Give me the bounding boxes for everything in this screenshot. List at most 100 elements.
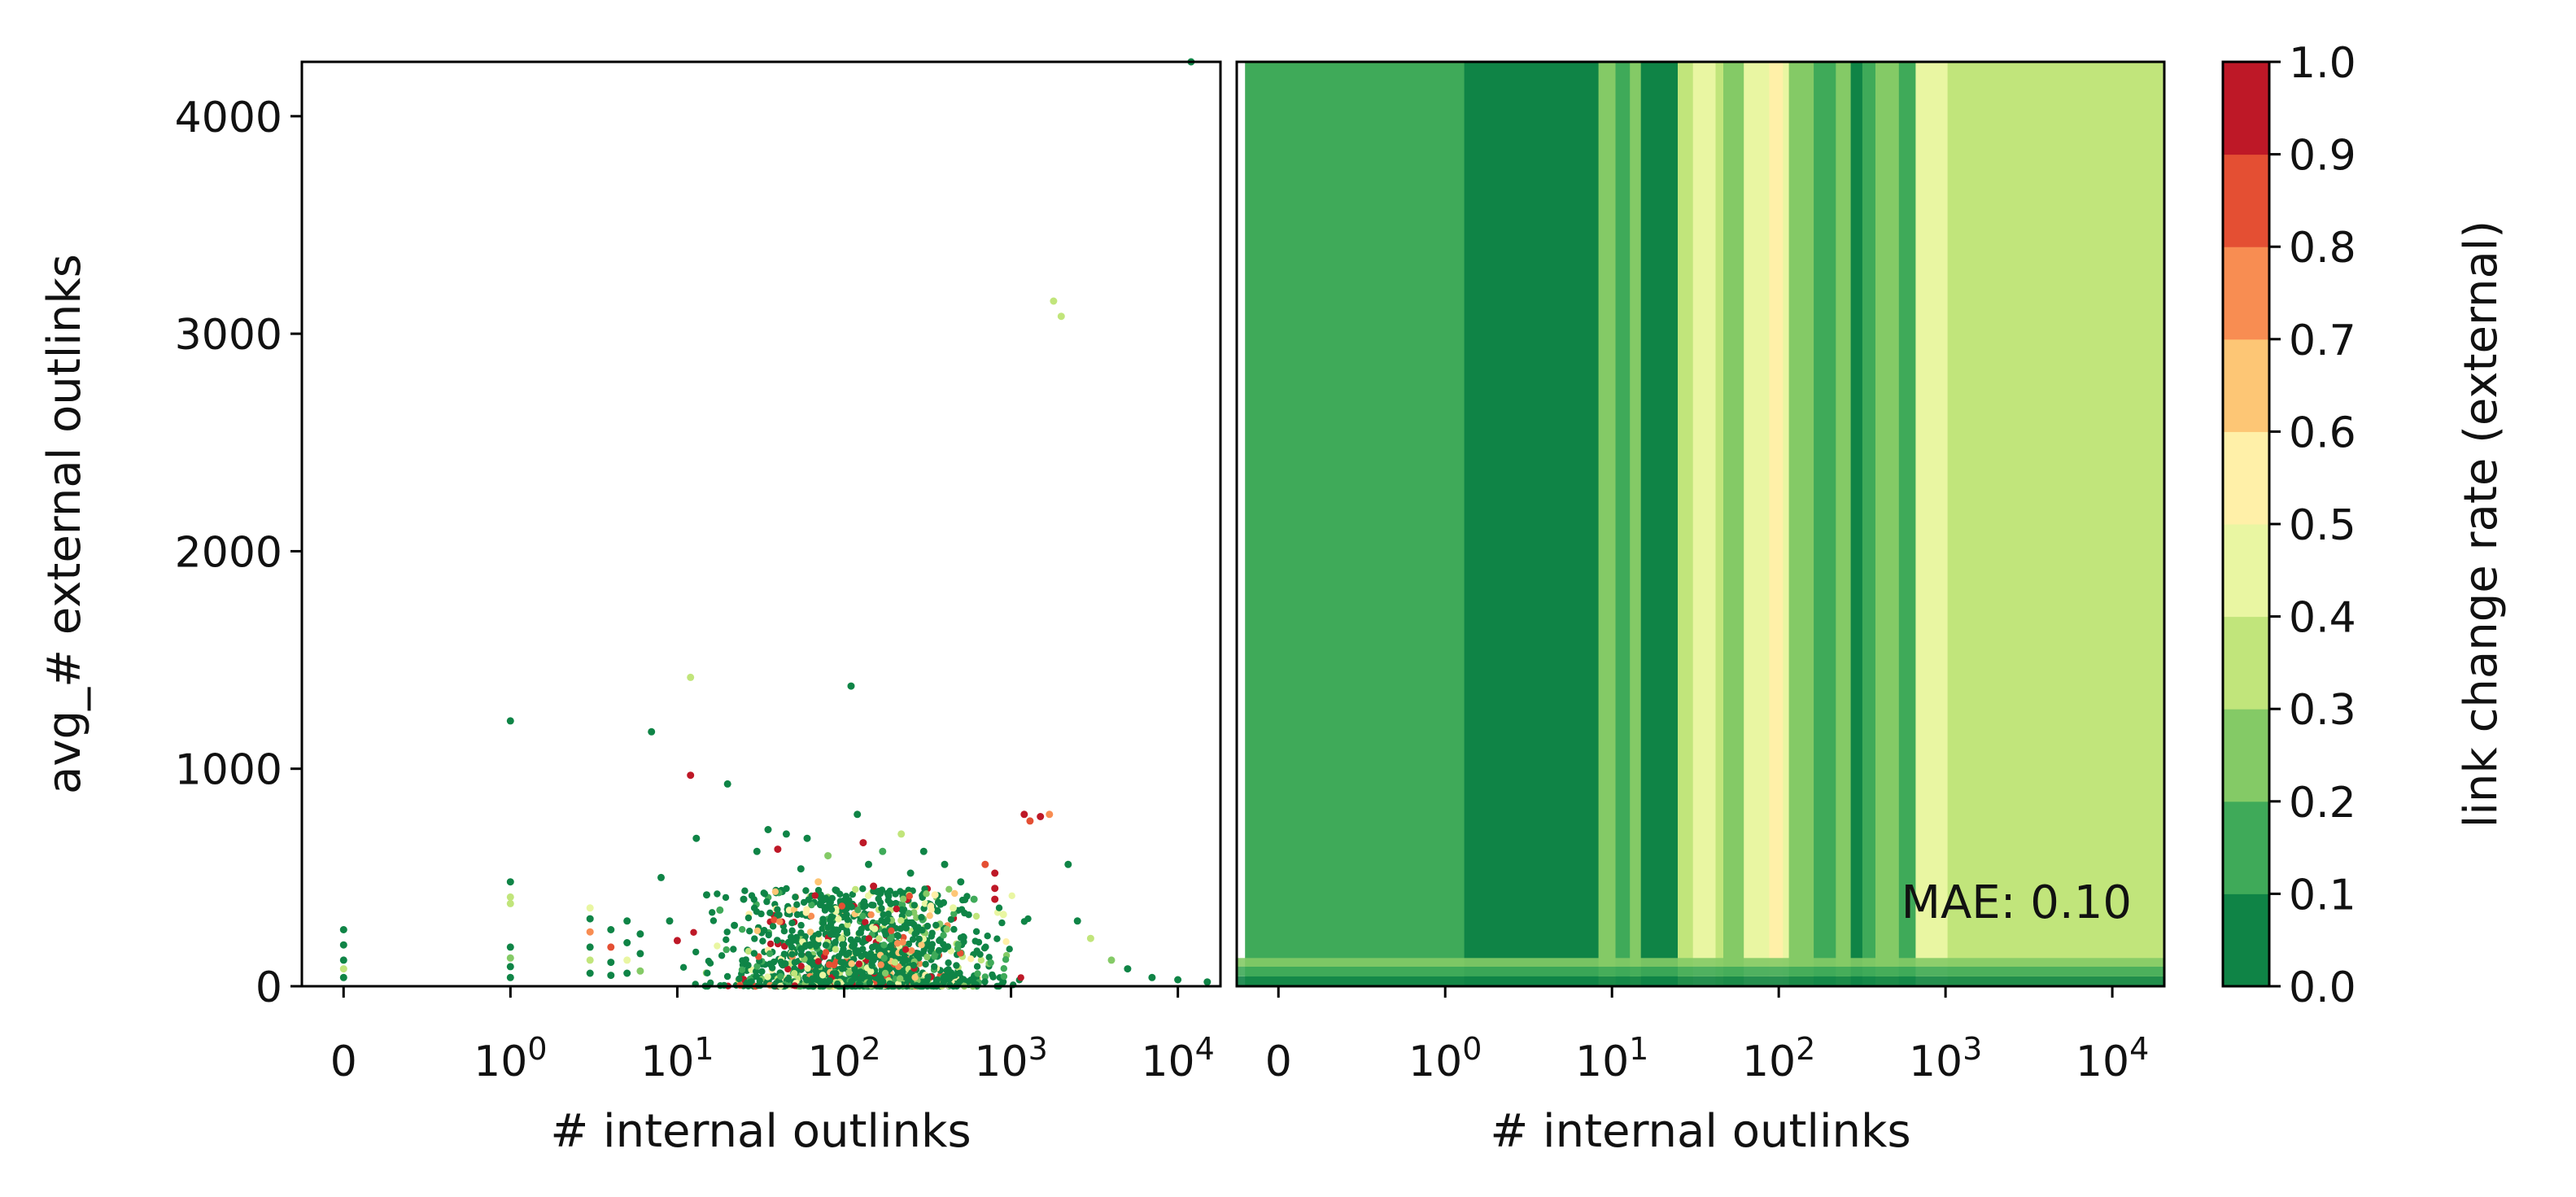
scatter-point xyxy=(771,888,779,896)
scatter-point xyxy=(723,946,730,954)
scatter-point xyxy=(759,937,766,945)
scatter-point xyxy=(814,930,823,938)
scatter-point xyxy=(862,950,869,959)
scatter-point xyxy=(753,927,762,935)
scatter-point xyxy=(940,899,947,906)
scatter-point xyxy=(730,946,737,953)
scatter-point xyxy=(828,913,836,920)
colorbar-segment xyxy=(2223,154,2269,247)
heatmap-bottom-strip xyxy=(1237,958,2164,986)
scatter-point xyxy=(880,978,887,985)
scatter-point xyxy=(987,959,994,967)
scatter-point xyxy=(764,826,772,833)
scatter-point xyxy=(714,890,721,898)
x-tick-label: 100 xyxy=(1408,1031,1482,1086)
colorbar-segment xyxy=(2223,431,2269,525)
y-tick-label: 2000 xyxy=(175,528,282,577)
scatter-point xyxy=(782,960,789,968)
scatter-point xyxy=(777,972,784,981)
scatter-point xyxy=(723,972,731,981)
scatter-point xyxy=(802,887,810,894)
scatter-frame xyxy=(300,60,1222,988)
scatter-point xyxy=(941,973,949,981)
scatter-point xyxy=(1073,917,1081,925)
scatter-point xyxy=(744,962,752,969)
scatter-point xyxy=(1203,978,1212,986)
scatter-point xyxy=(899,895,907,903)
scatter-point xyxy=(985,954,993,961)
scatter-point xyxy=(807,912,815,920)
scatter-point xyxy=(808,901,815,909)
scatter-point xyxy=(714,942,721,950)
scatter-point xyxy=(884,916,891,924)
colorbar-tick-label: 0.9 xyxy=(2289,132,2356,181)
scatter-point xyxy=(906,869,915,877)
scatter-point xyxy=(785,938,792,946)
scatter-point xyxy=(995,904,1003,911)
scatter-point xyxy=(741,887,749,894)
heatmap-band xyxy=(1947,62,2163,986)
scatter-point xyxy=(893,905,901,913)
x-tick-label: 104 xyxy=(2076,1031,2149,1086)
scatter-point xyxy=(945,959,952,967)
scatter-point xyxy=(623,969,631,977)
heatmap-band xyxy=(1464,62,1600,986)
scatter-point xyxy=(956,969,963,977)
scatter-point xyxy=(758,910,765,918)
scatter-point xyxy=(792,933,801,941)
colorbar-segment xyxy=(2223,524,2269,618)
scatter-point xyxy=(1000,972,1008,981)
scatter-point xyxy=(1050,297,1058,305)
scatter-point xyxy=(923,890,930,898)
scatter-point xyxy=(958,896,967,904)
scatter-point xyxy=(927,902,935,910)
scatter-point xyxy=(636,950,644,958)
colorbar-tick-label: 0.5 xyxy=(2289,501,2356,550)
scatter-point xyxy=(723,928,731,936)
scatter-point xyxy=(783,885,790,893)
scatter-point xyxy=(785,906,793,914)
scatter-point xyxy=(847,682,855,690)
scatter-point xyxy=(837,959,845,966)
scatter-point xyxy=(845,949,853,957)
scatter-point xyxy=(897,917,905,924)
scatter-point xyxy=(967,955,975,963)
scatter-point xyxy=(858,974,865,982)
scatter-point xyxy=(739,926,746,933)
scatter-point xyxy=(761,890,769,898)
scatter-point xyxy=(690,928,697,937)
scatter-point xyxy=(981,860,989,868)
scatter-point xyxy=(339,973,347,981)
scatter-point xyxy=(840,897,848,904)
scatter-point xyxy=(868,962,875,969)
scatter-point xyxy=(923,922,932,930)
scatter-point xyxy=(880,911,887,919)
x-tick-label: 102 xyxy=(1742,1031,1815,1086)
scatter-point xyxy=(763,898,771,906)
y-tick-label: 1000 xyxy=(175,746,282,795)
scatter-point xyxy=(339,941,347,949)
scatter-point xyxy=(1107,956,1116,964)
scatter-point xyxy=(506,954,514,962)
scatter-point xyxy=(788,943,796,951)
scatter-point xyxy=(811,892,819,899)
scatter-point xyxy=(788,920,796,927)
scatter-point xyxy=(852,885,859,893)
scatter-point xyxy=(607,926,615,933)
scatter-point xyxy=(709,917,718,924)
scatter-point xyxy=(854,810,862,819)
heatmap-band xyxy=(1715,62,1724,986)
scatter-point xyxy=(586,943,594,951)
scatter-point xyxy=(934,898,942,906)
scatter-point xyxy=(913,927,921,934)
scatter-point xyxy=(804,964,811,972)
scatter-point xyxy=(793,911,801,919)
scatter-point xyxy=(906,893,914,900)
scatter-point xyxy=(819,972,827,979)
scatter-point xyxy=(902,919,910,926)
scatter-point xyxy=(845,969,853,976)
heatmap-strip-layer xyxy=(1237,976,2164,986)
scatter-point xyxy=(941,860,949,868)
scatter-point xyxy=(875,895,882,902)
scatter-point xyxy=(911,973,919,981)
